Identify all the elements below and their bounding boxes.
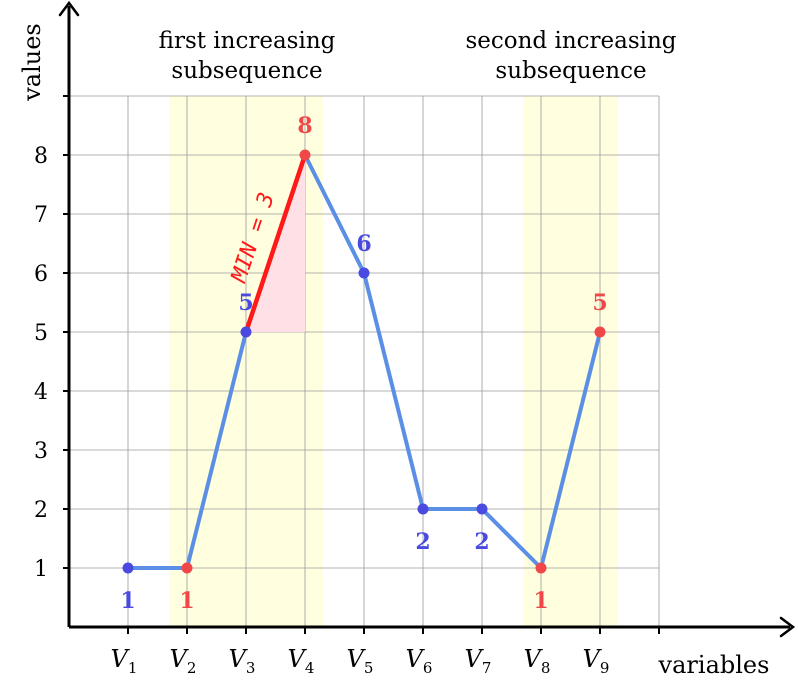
grid: [69, 95, 660, 627]
x-tick-label: V5: [347, 645, 374, 677]
data-point: [240, 326, 252, 338]
y-axis-arrowhead: [58, 0, 80, 17]
subsequence-title-1: first increasing: [159, 28, 336, 54]
x-tick-label: V2: [170, 645, 197, 677]
data-label: 5: [238, 290, 253, 316]
data-point: [122, 562, 134, 574]
y-tick-label: 2: [34, 498, 48, 523]
y-tick-label: 3: [34, 439, 48, 464]
data-point: [417, 503, 429, 515]
data-label: 2: [474, 529, 489, 555]
x-tick-label: V7: [465, 645, 492, 677]
data-label: 6: [356, 231, 371, 257]
y-tick-label: 7: [34, 203, 48, 228]
data-point: [594, 326, 606, 338]
y-axis-title: values: [18, 23, 46, 102]
x-axis-title: variables: [658, 651, 770, 679]
x-tick-label: V1: [111, 645, 138, 677]
x-tick-label: V3: [229, 645, 256, 677]
y-tick-label: 1: [34, 557, 48, 582]
data-label: 1: [120, 588, 135, 614]
data-point: [299, 149, 311, 161]
subsequence-subtitle-2: subsequence: [495, 58, 646, 84]
y-tick-label: 4: [34, 380, 48, 405]
data-label: 5: [592, 290, 607, 316]
x-tick-label: V4: [288, 645, 315, 677]
data-label: 2: [415, 529, 430, 555]
x-tick-label: V9: [583, 645, 610, 677]
min-highlight-segment: [243, 152, 308, 335]
data-point: [535, 562, 547, 574]
subsequence-title-2: second increasing: [465, 28, 676, 54]
y-tick-label: 8: [34, 144, 48, 169]
y-tick-label: 6: [34, 262, 48, 287]
data-point: [358, 267, 370, 279]
x-tick-label: V8: [524, 645, 551, 677]
x-tick-label: V6: [406, 645, 433, 677]
data-point: [476, 503, 488, 515]
subsequence-band-2: [523, 96, 618, 627]
data-label: 1: [179, 588, 194, 614]
subsequence-subtitle-1: subsequence: [171, 58, 322, 84]
x-axis-arrowhead: [779, 616, 796, 638]
y-tick-label: 5: [34, 321, 48, 346]
data-point: [181, 562, 193, 574]
data-label: 1: [533, 588, 548, 614]
data-label: 8: [297, 113, 312, 139]
